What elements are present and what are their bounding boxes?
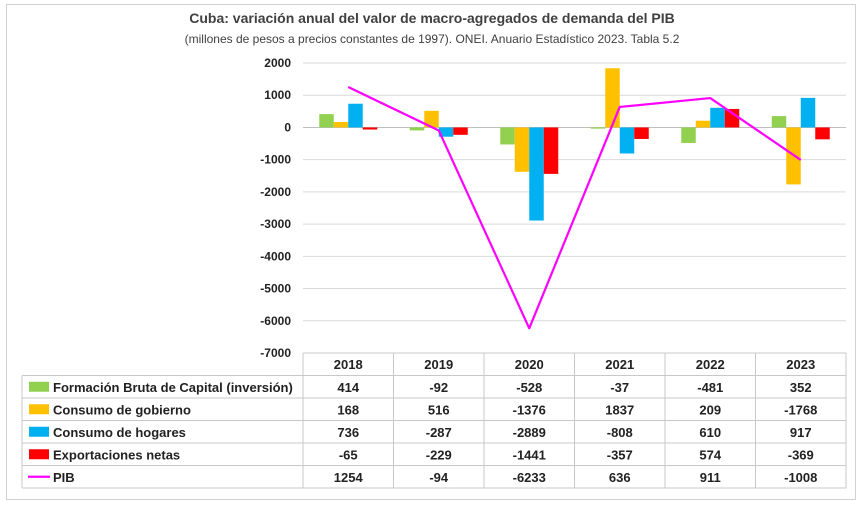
x-category-label: 2020 — [515, 357, 544, 372]
bar-formación-2018 — [319, 114, 334, 128]
table-cell: -37 — [610, 380, 629, 395]
table-cell: -808 — [607, 425, 633, 440]
table-cell: -1376 — [513, 402, 546, 417]
bar-formación-2023 — [771, 116, 787, 128]
table-cell: -94 — [429, 470, 449, 485]
legend-label-3: Exportaciones netas — [53, 447, 180, 462]
table-cell: -6233 — [513, 470, 546, 485]
table-cell: -1768 — [784, 402, 817, 417]
bar-consumo-2021 — [605, 68, 620, 128]
y-tick-label: 1000 — [264, 88, 291, 102]
legend-key-1 — [29, 404, 49, 415]
y-tick-label: -7000 — [260, 346, 291, 360]
table-cell: 917 — [790, 425, 812, 440]
legend-label-0: Formación Bruta de Capital (inversión) — [53, 380, 293, 395]
legend-label-4: PIB — [53, 470, 75, 485]
y-axis: 2000 1000 0 -1000 -2000 -3000 -4000 -5000 -6000 -… — [260, 56, 291, 360]
x-category-label: 2018 — [334, 357, 363, 372]
bar-formación-2020 — [500, 127, 515, 145]
y-tick-label: 2000 — [264, 56, 291, 70]
table-cell: -287 — [426, 425, 452, 440]
y-tick-label: -5000 — [260, 282, 291, 296]
table-cell: 610 — [699, 425, 721, 440]
table-cell: 516 — [428, 402, 450, 417]
y-tick-label: -1000 — [260, 153, 291, 167]
table-cell: -481 — [697, 380, 723, 395]
bar-exportaciones-2021 — [634, 127, 649, 139]
table-cell: -528 — [516, 380, 542, 395]
y-tick-label: 0 — [284, 120, 291, 134]
bar-exportaciones-2020 — [543, 127, 559, 174]
table-cell: -1008 — [784, 470, 817, 485]
table-cell: -369 — [788, 447, 814, 462]
table-cell: -2889 — [513, 425, 546, 440]
table-cell: 736 — [337, 425, 359, 440]
table-cell: -357 — [607, 447, 633, 462]
table-cell: -229 — [426, 447, 452, 462]
legend-label-1: Consumo de gobierno — [53, 402, 191, 417]
table-cell: 1254 — [334, 470, 364, 485]
table-cell: 636 — [609, 470, 631, 485]
bar-formación-2022 — [681, 127, 696, 143]
legend-key-2 — [29, 426, 49, 437]
chart-title: Cuba: variación anual del valor de macro… — [189, 10, 675, 26]
bar-consumo-2022 — [695, 120, 711, 128]
bar-consumo-2020 — [529, 127, 544, 221]
table-cell: -1441 — [513, 447, 546, 462]
x-category-label: 2021 — [605, 357, 634, 372]
bar-formación-2019 — [409, 127, 425, 131]
bar-formación-2021 — [590, 127, 606, 129]
table-cell: -92 — [429, 380, 448, 395]
bar-consumo-2023 — [800, 97, 816, 128]
x-category-label: 2019 — [424, 357, 453, 372]
table-cell: 414 — [337, 380, 359, 395]
bar-consumo-2020 — [514, 127, 530, 172]
table-cell: 1837 — [605, 402, 634, 417]
bar-consumo-2019 — [438, 127, 454, 137]
bar-exportaciones-2022 — [724, 108, 740, 128]
legend-key-0 — [29, 381, 49, 392]
bar-consumo-2022 — [710, 107, 725, 128]
bar-consumo-2021 — [619, 127, 635, 154]
table-cell: 574 — [699, 447, 721, 462]
x-category-label: 2022 — [696, 357, 725, 372]
legend-key-3 — [29, 449, 49, 460]
table-cell: 911 — [700, 470, 721, 485]
y-tick-label: -3000 — [260, 217, 291, 231]
y-tick-label: -2000 — [260, 185, 291, 199]
table-cell: 352 — [790, 380, 812, 395]
table-cell: 168 — [337, 402, 359, 417]
data-table: 2018 2019 2020 2021 2022 2023 Formación Bruta … — [21, 352, 847, 489]
bars — [319, 68, 830, 221]
bar-exportaciones-2018 — [362, 127, 378, 130]
table-cell: -65 — [339, 447, 358, 462]
line-series — [347, 86, 802, 330]
table-cell: 209 — [699, 402, 721, 417]
bar-consumo-2019 — [424, 110, 439, 128]
chart-frame — [6, 4, 856, 500]
line-pib — [347, 86, 802, 330]
bar-consumo-2018 — [333, 122, 349, 128]
bar-consumo-2018 — [348, 103, 363, 128]
chart-subtitle: (millones de pesos a precios constantes … — [184, 32, 680, 46]
y-tick-label: -4000 — [260, 249, 291, 263]
y-tick-label: -6000 — [260, 314, 291, 328]
bar-exportaciones-2023 — [815, 127, 830, 140]
bar-exportaciones-2019 — [453, 127, 468, 135]
grid — [303, 62, 846, 354]
x-category-label: 2023 — [786, 357, 815, 372]
legend-label-2: Consumo de hogares — [53, 425, 186, 440]
